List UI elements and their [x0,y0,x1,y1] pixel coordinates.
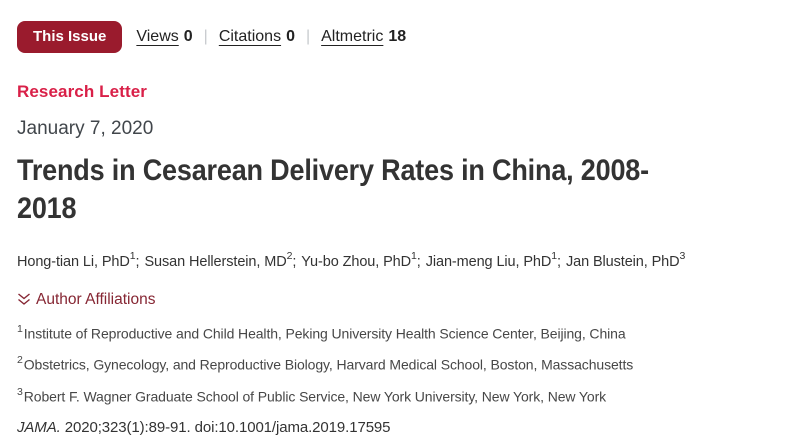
author-affiliations-label: Author Affiliations [36,290,156,308]
affiliation-text: Robert F. Wagner Graduate School of Publ… [23,388,607,405]
author-item: Susan Hellerstein, MD2; [144,250,301,270]
double-chevron-down-icon [17,293,31,306]
altmetric-stat: Altmetric 18 [321,28,406,46]
citation-details: 2020;323(1):89-91. doi:10.1001/jama.2019… [60,418,391,436]
publish-date: January 7, 2020 [17,118,154,139]
citation-line: JAMA. 2020;323(1):89-91. doi:10.1001/jam… [17,419,794,436]
issue-stats-bar: This Issue Views 0 | Citations 0 | Altme… [17,21,794,53]
journal-name: JAMA. [17,418,61,436]
author-separator: ; [292,253,297,270]
author-affiliation-sup: 1 [129,250,136,262]
author-item: Jan Blustein, PhD3 [565,250,690,270]
author-separator: ; [557,253,561,270]
article-title-line-1: Trends in Cesarean Delivery Rates in Chi… [17,154,649,187]
affiliation-text: Obstetrics, Gynecology, and Reproductive… [23,357,634,374]
views-count: 0 [183,28,193,45]
affiliation-item: 1Institute of Reproductive and Child Hea… [17,322,794,342]
affiliation-sup: 1 [17,322,23,335]
author-affiliation-sup: 1 [551,250,558,262]
author-link[interactable]: Hong-tian Li, PhD [17,253,130,270]
altmetric-link[interactable]: Altmetric [321,28,384,45]
affiliation-item: 2Obstetrics, Gynecology, and Reproductiv… [17,354,794,374]
author-affiliation-sup: 1 [411,250,417,262]
views-stat: Views 0 [136,28,192,46]
author-link[interactable]: Jian-meng Liu, PhD [425,253,552,270]
author-list: Hong-tian Li, PhD1; Susan Hellerstein, MD… [17,250,794,270]
author-separator: ; [135,253,140,270]
affiliation-sup: 3 [17,386,23,399]
altmetric-count: 18 [388,28,407,45]
article-title: Trends in Cesarean Delivery Rates in Chi… [17,152,716,228]
author-affiliation-sup: 3 [679,250,686,262]
this-issue-button[interactable]: This Issue [17,21,123,53]
author-link[interactable]: Susan Hellerstein, MD [144,253,287,270]
author-item: Yu-bo Zhou, PhD1; [301,250,425,270]
affiliation-item: 3Robert F. Wagner Graduate School of Pub… [17,386,794,405]
author-affiliation-sup: 2 [286,250,293,262]
affiliation-text: Institute of Reproductive and Child Heal… [23,325,626,342]
views-link[interactable]: Views [136,28,179,45]
citations-count: 0 [286,28,295,45]
article-metrics: Views 0 | Citations 0 | Altmetric 18 [136,28,406,46]
article-category-link[interactable]: Research Letter [17,82,148,101]
affiliation-list: 1Institute of Reproductive and Child Hea… [17,322,794,405]
author-item: Jian-meng Liu, PhD1; [425,250,566,270]
author-link[interactable]: Yu-bo Zhou, PhD [301,253,412,270]
citations-link[interactable]: Citations [218,28,282,45]
separator-bar: | [305,28,311,45]
author-separator: ; [416,253,421,270]
article-title-line-2: 2018 [17,192,77,225]
citations-stat: Citations 0 [219,28,295,46]
author-item: Hong-tian Li, PhD1; [17,250,144,270]
affiliation-sup: 2 [17,354,23,367]
author-affiliations-toggle[interactable]: Author Affiliations [17,291,155,309]
author-link[interactable]: Jan Blustein, PhD [565,253,680,270]
separator-bar: | [203,28,208,45]
